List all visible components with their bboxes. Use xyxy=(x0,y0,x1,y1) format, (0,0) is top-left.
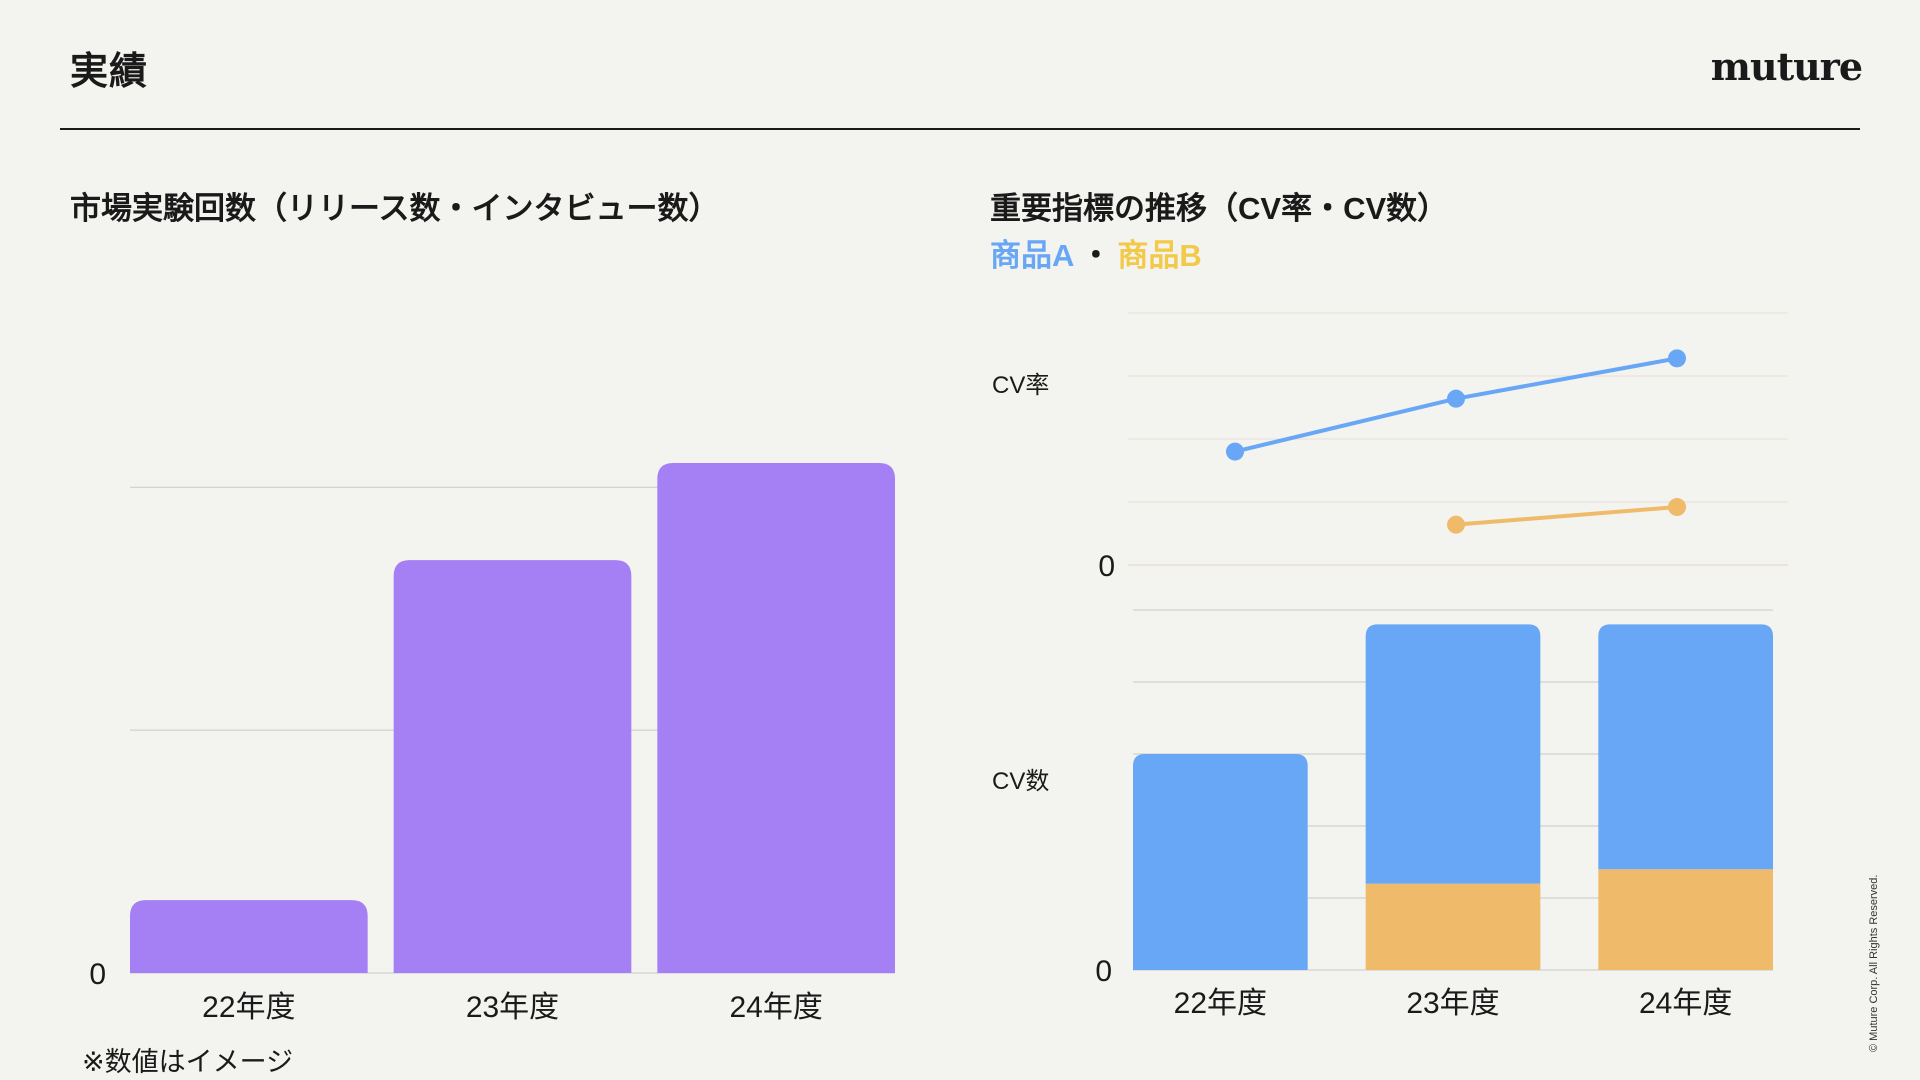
header-divider xyxy=(60,128,1860,130)
legend-separator: ・ xyxy=(1080,238,1112,273)
legend-product-a: 商品A xyxy=(990,238,1075,273)
image-note: ※数値はイメージ xyxy=(82,1047,294,1077)
y-axis-label: CV数 xyxy=(992,768,1049,795)
data-point xyxy=(1226,442,1244,461)
x-tick-label: 23年度 xyxy=(466,991,559,1024)
x-tick-label: 24年度 xyxy=(729,991,822,1024)
x-tick-label: 23年度 xyxy=(1406,987,1499,1020)
chart-legend: 商品A ・商品B xyxy=(990,230,1202,275)
y-tick-label: 0 xyxy=(1095,955,1112,988)
bar xyxy=(657,463,895,973)
x-tick-label: 22年度 xyxy=(1174,987,1267,1020)
series-line xyxy=(1454,505,1679,527)
left-panel-title: 市場実験回数（リリース数・インタビュー数） xyxy=(70,191,720,226)
bar-segment xyxy=(1598,869,1773,970)
brand-logo: muture xyxy=(1710,44,1863,89)
x-tick-label: 24年度 xyxy=(1639,987,1732,1020)
data-point xyxy=(1447,389,1465,408)
y-tick-label: 0 xyxy=(89,958,106,991)
bar xyxy=(130,900,368,973)
bar-segment xyxy=(1365,883,1541,970)
data-point xyxy=(1447,515,1465,534)
legend-product-b: 商品B xyxy=(1117,238,1202,273)
bar-segment xyxy=(1598,624,1773,870)
data-point xyxy=(1668,349,1686,368)
page-title: 実績 xyxy=(70,51,149,93)
y-tick-label: 0 xyxy=(1098,550,1115,583)
copyright-text: © Muture Corp. All Rights Reserved. xyxy=(1868,874,1880,1052)
bar-segment xyxy=(1133,754,1308,970)
x-tick-label: 22年度 xyxy=(202,991,295,1024)
data-point xyxy=(1668,498,1686,517)
bar xyxy=(393,560,632,973)
y-axis-label: CV率 xyxy=(992,372,1049,399)
right-panel-title: 重要指標の推移（CV率・CV数） xyxy=(990,191,1449,226)
bar-segment xyxy=(1365,624,1541,884)
